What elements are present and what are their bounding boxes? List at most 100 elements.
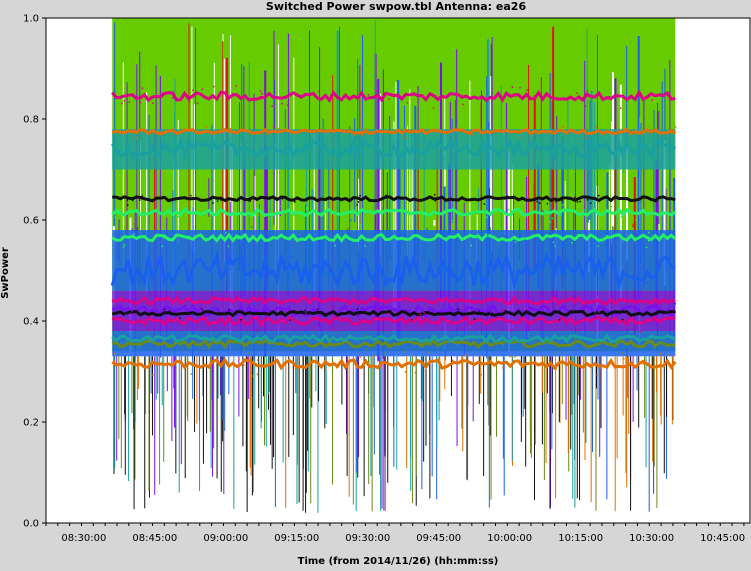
data-point — [288, 307, 290, 309]
data-point — [454, 143, 456, 145]
data-point — [146, 292, 149, 295]
series-3-trace — [111, 315, 676, 328]
data-point — [365, 335, 368, 337]
data-point — [293, 214, 295, 217]
data-point — [603, 302, 605, 305]
data-point — [533, 339, 535, 342]
data-point — [367, 94, 370, 96]
data-point — [113, 360, 116, 362]
data-point — [548, 221, 551, 223]
data-point — [286, 309, 289, 312]
data-point — [527, 333, 530, 335]
data-point — [154, 305, 156, 308]
data-point — [171, 127, 173, 130]
data-point — [431, 297, 434, 300]
data-point — [656, 236, 659, 239]
plot-frame — [45, 17, 751, 524]
data-point — [156, 311, 158, 314]
data-point — [645, 144, 647, 147]
data-point — [263, 325, 266, 327]
data-point — [432, 107, 435, 109]
data-point — [544, 209, 546, 211]
data-point — [289, 319, 291, 321]
data-point — [361, 134, 364, 136]
data-point — [426, 228, 428, 230]
data-point — [594, 331, 597, 333]
data-point — [133, 147, 135, 149]
data-point — [250, 274, 252, 277]
data-point — [131, 313, 133, 315]
data-point — [280, 313, 282, 316]
data-point — [180, 271, 183, 273]
data-point — [227, 245, 229, 247]
x-tick-label: 10:00:00 — [487, 533, 532, 544]
data-point — [133, 236, 136, 238]
data-point — [506, 320, 508, 323]
data-point — [152, 374, 154, 376]
data-point — [586, 248, 588, 250]
data-point — [356, 308, 359, 310]
data-point — [423, 312, 425, 314]
data-point — [599, 128, 602, 131]
data-point — [134, 318, 136, 320]
data-point — [341, 230, 343, 232]
data-point — [509, 355, 512, 358]
data-point — [564, 351, 566, 354]
data-point — [359, 194, 361, 197]
data-point — [316, 205, 318, 207]
data-point — [131, 347, 133, 350]
data-point — [259, 90, 262, 92]
data-point — [326, 334, 328, 337]
data-point — [131, 310, 133, 312]
data-point — [576, 201, 579, 203]
data-point — [185, 208, 187, 210]
data-point — [478, 288, 480, 291]
data-point — [507, 208, 510, 211]
data-point — [558, 319, 561, 321]
data-point — [495, 261, 498, 263]
data-point — [635, 219, 637, 221]
data-point — [248, 200, 250, 202]
data-point — [161, 133, 163, 136]
data-point — [666, 309, 668, 312]
data-point — [188, 235, 190, 237]
data-point — [634, 304, 636, 306]
data-point — [230, 268, 232, 270]
data-point — [210, 302, 213, 305]
data-point — [290, 161, 292, 164]
data-point — [257, 359, 259, 361]
data-point — [579, 200, 581, 203]
data-point — [327, 198, 329, 201]
data-point — [453, 137, 455, 139]
data-point — [630, 336, 632, 338]
data-point — [201, 306, 203, 309]
data-point — [443, 158, 446, 160]
data-point — [595, 311, 598, 313]
data-point — [422, 218, 424, 220]
data-point — [240, 319, 242, 321]
data-point — [637, 133, 639, 135]
data-point — [124, 313, 127, 316]
data-point — [137, 343, 139, 345]
data-point — [554, 245, 556, 247]
data-point — [645, 246, 648, 249]
data-point — [136, 137, 138, 139]
x-axis-label: Time (from 2014/11/26) (hh:mm:ss) — [298, 556, 499, 567]
data-point — [517, 136, 519, 139]
data-point — [519, 87, 521, 89]
data-point — [201, 308, 203, 310]
data-point — [168, 153, 170, 155]
data-point — [529, 338, 532, 340]
series-10-trace — [112, 195, 676, 203]
data-point — [133, 128, 136, 131]
data-point — [265, 133, 268, 136]
data-point — [512, 131, 514, 133]
data-point — [239, 322, 241, 324]
series-8-trace — [111, 232, 677, 244]
data-point — [353, 229, 355, 231]
data-point — [365, 128, 367, 130]
data-point — [123, 100, 125, 102]
data-point — [385, 194, 387, 196]
data-point — [136, 171, 138, 173]
data-point — [590, 321, 593, 324]
